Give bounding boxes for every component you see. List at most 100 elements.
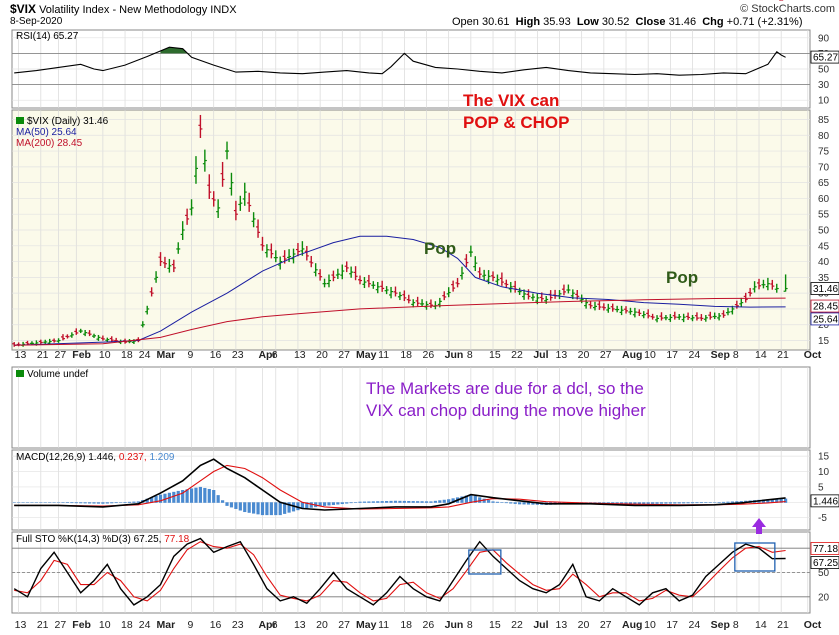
price-bar [389, 286, 394, 299]
macd-hist-bar [606, 502, 610, 504]
macd-hist-bar [158, 494, 163, 503]
exchange-label: INDX [210, 4, 237, 16]
price-bar [380, 280, 385, 292]
price-bar [162, 256, 167, 269]
x-tick-label: Apr [258, 619, 276, 631]
x-tick-label: 18 [121, 619, 133, 631]
macd-hist-bar [367, 501, 371, 503]
high-label: High [515, 16, 541, 28]
macd-hist-bar [185, 489, 189, 503]
macd-hist-bar [393, 500, 398, 503]
price-bar [641, 311, 646, 319]
price-bar [415, 296, 420, 307]
macd-hist-bar [739, 501, 743, 503]
macd-hist-bar [291, 502, 296, 512]
price-bar [87, 330, 92, 337]
ma200-value-label-box [810, 299, 839, 313]
macd-hist-bar [136, 501, 140, 503]
price-bar [193, 156, 198, 184]
macd-hist-bar [411, 501, 415, 503]
macd-hist-bar [735, 501, 739, 503]
price-bar [207, 174, 212, 199]
x-tick-label: 24 [139, 349, 151, 361]
price-bar [384, 286, 389, 295]
macd-hist-bar [615, 502, 619, 504]
price-tick-9: 40 [818, 257, 830, 268]
macd-hist-bar [212, 490, 216, 503]
macd-hist-bar [646, 502, 650, 504]
ma200-value-label: 28.45 [813, 302, 838, 313]
macd-hist-bar [673, 502, 677, 504]
macd-hist-bar [322, 502, 327, 506]
price-bar [464, 254, 469, 268]
price-bar [38, 339, 43, 345]
rsi-value-label-box [810, 50, 839, 64]
price-bar [52, 338, 57, 343]
price-bar [677, 314, 682, 320]
price-bar [366, 274, 371, 288]
sto-legend-k: 67.25, [134, 534, 165, 545]
price-legend-main: $VIX (Daily) 31.46 [27, 116, 109, 127]
macd-hist-bar [70, 502, 74, 504]
macd-hist-bar [478, 497, 482, 503]
macd-hist-bar [331, 502, 336, 505]
x-tick-label: 23 [232, 349, 244, 361]
macd-hist-bar [717, 502, 721, 503]
price-bar [650, 313, 655, 320]
price-tick-4: 65 [818, 178, 830, 189]
macd-hist-bar [349, 502, 353, 504]
price-bar [65, 334, 70, 339]
price-bar [459, 266, 464, 280]
x-tick-label: 20 [578, 349, 590, 361]
price-bar [393, 286, 398, 297]
price-bar [411, 299, 416, 308]
price-bar [721, 310, 726, 318]
macd-hist-bar [194, 487, 198, 503]
x-tick-label: 18 [400, 619, 412, 631]
x-tick-label: 16 [210, 349, 222, 361]
sto-legend: Full STO %K(14,3) %D(3) 67.25, 77.18 [16, 534, 190, 545]
macd-hist-bar [730, 501, 735, 503]
x-tick-label: May [356, 349, 377, 361]
panel-frame-vol [11, 366, 811, 449]
price-bar [632, 307, 637, 318]
macd-hist-bar [278, 502, 282, 516]
highlight-box-june [468, 549, 502, 575]
ma50-value-label: 25.64 [813, 314, 838, 325]
price-bar [530, 293, 535, 301]
price-bar [610, 303, 615, 312]
price-bar [402, 290, 407, 302]
x-tick-label: May [356, 619, 377, 631]
x-tick-label: 6 [272, 349, 278, 361]
x-tick-label: 13 [15, 349, 27, 361]
price-bar [105, 337, 110, 342]
price-bar [761, 279, 766, 289]
price-bar [78, 328, 83, 334]
macd-hist-bar [127, 501, 132, 503]
x-tick-label: Sep [711, 349, 730, 361]
macd-hist-bar [695, 502, 699, 504]
x-tick-label: 27 [600, 349, 612, 361]
macd-value-label-box [810, 494, 839, 508]
macd-hist-bar [513, 502, 517, 504]
macd-hist-bar [504, 502, 508, 504]
price-value-label: 31.46 [813, 284, 838, 295]
price-bar [96, 334, 101, 341]
macd-hist-bar [708, 502, 712, 503]
x-tick-label: 27 [600, 619, 612, 631]
x-tick-label: 20 [316, 349, 328, 361]
macd-hist-bar [682, 502, 686, 504]
macd-hist-bar [305, 502, 309, 509]
macd-hist-bar [495, 501, 500, 503]
price-bar [561, 284, 566, 296]
ohlc-readout: Open 30.61 High 35.93 Low 30.52 Close 31… [452, 16, 803, 28]
price-bar [318, 269, 323, 281]
macd-hist-bar [110, 502, 114, 504]
x-tick-label: 6 [272, 619, 278, 631]
macd-hist-bar [491, 501, 495, 503]
ma50-line [14, 235, 786, 346]
macd-hist-bar [25, 502, 30, 503]
macd-hist-bar [336, 502, 340, 505]
